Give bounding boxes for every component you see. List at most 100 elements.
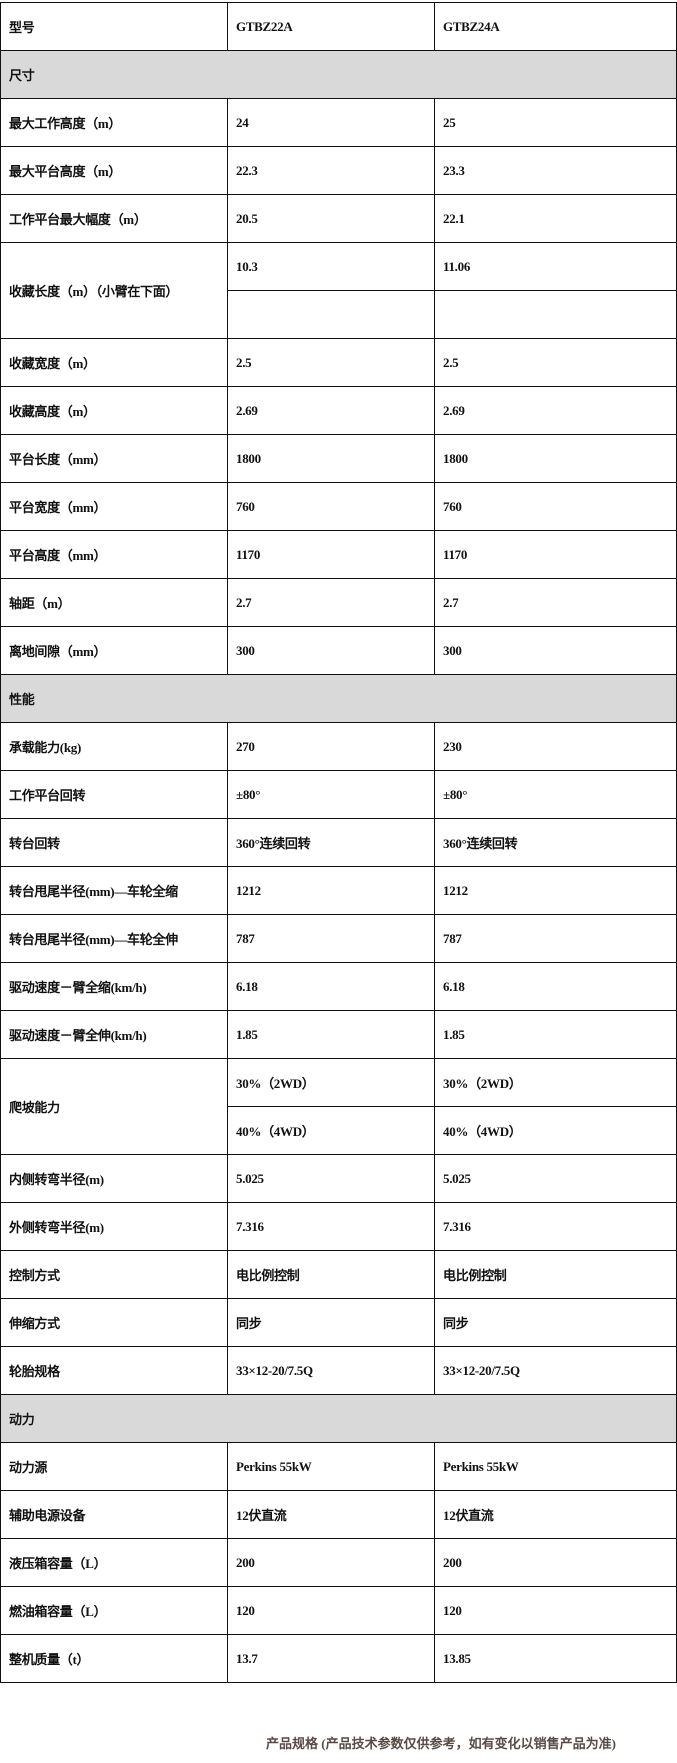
spec-row: 平台长度（mm） 1800 1800 [0,434,677,483]
spec-row: 控制方式 电比例控制 电比例控制 [0,1250,677,1299]
header-row: 型号 GTBZ22A GTBZ24A [0,2,677,51]
spec-label: 收藏宽度（m） [0,338,228,387]
spec-label: 动力源 [0,1442,228,1491]
spec-label: 轮胎规格 [0,1346,228,1395]
spec-value: 25 [434,98,677,147]
spec-label: 离地间隙（mm） [0,626,228,675]
spec-value: 33×12-20/7.5Q [227,1346,435,1395]
spec-row: 收藏高度（m） 2.69 2.69 [0,386,677,435]
spec-value: 10.3 [227,242,435,291]
spec-row: 整机质量（t） 13.7 13.85 [0,1634,677,1683]
spec-row: 转台甩尾半径(mm)—车轮全伸 787 787 [0,914,677,963]
spec-value: Perkins 55kW [434,1442,677,1491]
spec-label: 平台长度（mm） [0,434,228,483]
spec-row: 轴距（m） 2.7 2.7 [0,578,677,627]
spec-label: 平台高度（mm） [0,530,228,579]
spec-value: 1.85 [434,1010,677,1059]
spec-row: 轮胎规格 33×12-20/7.5Q 33×12-20/7.5Q [0,1346,677,1395]
spec-value: 2.69 [227,386,435,435]
spec-value: 1.85 [227,1010,435,1059]
spec-value: 23.3 [434,146,677,195]
spec-row: 伸缩方式 同步 同步 [0,1298,677,1347]
spec-label: 最大平台高度（m） [0,146,228,195]
spec-value: 6.18 [434,962,677,1011]
spec-label: 驱动速度－臂全伸(km/h) [0,1010,228,1059]
spec-value: 2.5 [227,338,435,387]
spec-value: 电比例控制 [434,1250,677,1299]
spec-row: 内侧转弯半径(m) 5.025 5.025 [0,1154,677,1203]
spec-row: 转台回转 360°连续回转 360°连续回转 [0,818,677,867]
spec-row: 40%（4WD） 40%（4WD） [1,1106,677,1155]
spec-row: 收藏长度（m）（小臂在下面） 10.3 11.06 [0,242,677,339]
spec-row: 平台宽度（mm） 760 760 [0,482,677,531]
section-header-row: 动力 [0,1394,677,1443]
spec-label: 最大工作高度（m） [0,98,228,147]
spec-label: 转台回转 [0,818,228,867]
spec-row: 转台甩尾半径(mm)—车轮全缩 1212 1212 [0,866,677,915]
spec-value: 2.69 [434,386,677,435]
spec-value: ±80° [434,770,677,819]
spec-value: 5.025 [227,1154,435,1203]
spec-label: 控制方式 [0,1250,228,1299]
spec-value: 1170 [227,530,435,579]
spec-value: 22.1 [434,194,677,243]
section-title: 性能 [0,674,677,723]
spec-label: 伸缩方式 [0,1298,228,1347]
spec-label: 平台宽度（mm） [0,482,228,531]
spec-value: 300 [434,626,677,675]
spec-value [434,290,677,339]
spec-label: 转台甩尾半径(mm)—车轮全伸 [0,914,228,963]
spec-value: 1800 [227,434,435,483]
spec-value [227,290,435,339]
spec-value: 120 [434,1586,677,1635]
spec-label: 液压箱容量（L） [0,1538,228,1587]
spec-value: 200 [434,1538,677,1587]
spec-value: 787 [227,914,435,963]
spec-value: 12伏直流 [227,1490,435,1539]
section-title: 动力 [0,1394,677,1443]
footer-note: 产品规格 (产品技术参数仅供参考，如有变化以销售产品为准) [266,1736,616,1751]
spec-row: 承载能力(kg) 270 230 [0,722,677,771]
spec-value: 11.06 [434,242,677,291]
spec-label: 爬坡能力 [0,1058,228,1155]
header-label: 型号 [0,2,228,51]
spec-label: 转台甩尾半径(mm)—车轮全缩 [0,866,228,915]
spec-value: ±80° [227,770,435,819]
spec-value: 30%（2WD） [227,1058,435,1107]
spec-value: 13.85 [434,1634,677,1683]
spec-row: 辅助电源设备 12伏直流 12伏直流 [0,1490,677,1539]
spec-row: 最大工作高度（m） 24 25 [0,98,677,147]
spec-value: 13.7 [227,1634,435,1683]
spec-value: 787 [434,914,677,963]
spec-value: 230 [434,722,677,771]
spec-label: 承载能力(kg) [0,722,228,771]
spec-value: 270 [227,722,435,771]
spec-row: 平台高度（mm） 1170 1170 [0,530,677,579]
spec-row: 收藏宽度（m） 2.5 2.5 [0,338,677,387]
spec-value: 360°连续回转 [227,818,435,867]
spec-value: 12伏直流 [434,1490,677,1539]
spec-row: 动力源 Perkins 55kW Perkins 55kW [0,1442,677,1491]
spec-label: 工作平台最大幅度（m） [0,194,228,243]
spec-value: 7.316 [227,1202,435,1251]
spec-value: Perkins 55kW [227,1442,435,1491]
section-title: 尺寸 [0,50,677,99]
spec-value: 200 [227,1538,435,1587]
spec-value: 6.18 [227,962,435,1011]
spec-value: 300 [227,626,435,675]
model-name: GTBZ22A [227,2,435,51]
spec-value: 760 [434,482,677,531]
spec-value: 2.7 [227,578,435,627]
spec-label: 驱动速度－臂全缩(km/h) [0,962,228,1011]
spec-label: 收藏长度（m）（小臂在下面） [0,242,228,339]
spec-value: 40%（4WD） [227,1106,435,1155]
spec-value: 24 [227,98,435,147]
spec-table: 型号 GTBZ22A GTBZ24A 尺寸 最大工作高度（m） 24 25 最大平台高度… [0,2,677,1683]
spec-value: 2.5 [434,338,677,387]
spec-value: 1800 [434,434,677,483]
spec-row: 爬坡能力 30%（2WD） 30%（2WD） [0,1058,677,1155]
spec-value: 40%（4WD） [434,1106,677,1155]
spec-row: 液压箱容量（L） 200 200 [0,1538,677,1587]
spec-label: 轴距（m） [0,578,228,627]
spec-value: 1212 [434,866,677,915]
